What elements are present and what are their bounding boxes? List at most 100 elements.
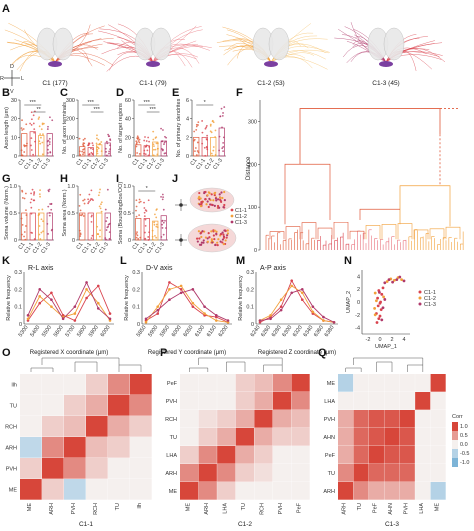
- scatter-point: [387, 278, 391, 281]
- heatmap-cell: [235, 374, 254, 392]
- heatmap-cell: [108, 374, 130, 395]
- data-point: [154, 148, 157, 151]
- y-tick-label: 0.1: [14, 305, 22, 311]
- heatmap-cell: [291, 392, 310, 410]
- series-point: [300, 291, 304, 295]
- series-point: [38, 288, 42, 291]
- dendro-branch: [349, 230, 365, 240]
- data-point: [209, 124, 212, 127]
- y-tick-label: 4: [357, 274, 360, 280]
- scatter-point: [376, 296, 379, 300]
- dendro-branch: [429, 228, 445, 240]
- soma-point: [206, 237, 209, 240]
- data-point: [106, 142, 109, 145]
- data-point: [23, 235, 25, 238]
- heatmap-cell: [291, 410, 310, 428]
- legend-marker: [418, 302, 422, 306]
- soma-cluster: [146, 61, 160, 67]
- column-label: ARH: [204, 503, 210, 515]
- data-point: [105, 229, 108, 231]
- legend-title: Corr: [452, 414, 463, 420]
- soma-point: [222, 243, 225, 246]
- data-point: [135, 215, 138, 218]
- data-point: [164, 219, 166, 222]
- data-point: [81, 150, 84, 153]
- significance-label: ***: [144, 100, 151, 106]
- category-label: C1-3: [212, 158, 224, 171]
- data-point: [152, 154, 155, 157]
- dendro-branch: [317, 227, 333, 240]
- series-point: [38, 294, 42, 298]
- heatmap-cell: [198, 446, 217, 464]
- data-point: [105, 150, 107, 153]
- heatmap-cell: [353, 392, 369, 410]
- data-point: [143, 139, 146, 142]
- row-label: ARH: [165, 471, 177, 477]
- row-label: ME: [169, 489, 178, 495]
- heatmap-cell: [272, 392, 292, 410]
- heatmap-cell: [42, 458, 64, 479]
- data-point: [193, 130, 196, 133]
- data-point: [154, 234, 156, 237]
- series-point: [332, 320, 336, 324]
- data-point: [89, 199, 92, 202]
- category-label: C1-3: [154, 158, 166, 171]
- column-label: PeF: [373, 502, 379, 513]
- category-label: C1-3: [98, 158, 110, 171]
- data-point: [48, 143, 51, 146]
- dendro-branch: [285, 226, 301, 240]
- data-point: [135, 232, 138, 235]
- y-tick-label: 0.3: [246, 270, 254, 276]
- data-point: [32, 153, 34, 156]
- compass-l: L: [21, 76, 24, 82]
- heatmap-cell: [368, 428, 384, 446]
- scatter-point: [378, 291, 381, 294]
- heatmap-cell: [291, 446, 310, 464]
- data-point: [99, 142, 101, 145]
- series-line: [27, 285, 111, 322]
- column-label: RCH: [260, 503, 266, 515]
- heatmap-cell: [130, 395, 152, 416]
- bar: [143, 218, 150, 241]
- y-tick-label: 10: [11, 135, 17, 141]
- data-point: [137, 238, 140, 240]
- heatmap-cell: [42, 479, 64, 500]
- y-tick-label: 100: [248, 205, 257, 211]
- data-point: [48, 141, 51, 143]
- legend-marker: [418, 296, 422, 300]
- soma-point: [215, 230, 218, 233]
- column-label: PeF: [297, 502, 303, 513]
- heatmap-cell: [254, 428, 273, 446]
- data-point: [135, 209, 137, 212]
- scatter-point: [377, 317, 381, 321]
- series-line: [27, 288, 111, 321]
- series-point: [322, 315, 325, 319]
- x-tick-label: 6300: [281, 325, 293, 338]
- y-tick-label: 0.3: [14, 270, 22, 276]
- heatmap-cell: [384, 446, 400, 464]
- y-tick-label: 0.5: [123, 211, 131, 217]
- y-tick-label: 1.0: [9, 184, 17, 190]
- heatmap-cell: [384, 464, 400, 482]
- series-point: [144, 320, 148, 324]
- data-point: [147, 239, 150, 241]
- heatmap-cell: [254, 482, 273, 500]
- y-axis-label: Axon length (μm): [4, 107, 10, 149]
- category-label: C1-1: [195, 158, 207, 171]
- series-line: [259, 285, 335, 323]
- category-label: C1-1: [81, 158, 93, 171]
- data-point: [100, 201, 103, 204]
- data-point: [90, 189, 93, 192]
- soma-point: [224, 239, 227, 242]
- x-tick-label: 5800: [76, 325, 88, 338]
- dendro-branch: [301, 222, 317, 240]
- soma-point: [216, 204, 220, 208]
- series-point: [311, 310, 315, 314]
- data-point: [165, 227, 167, 229]
- y-axis-label: Soma volume (Norm.): [4, 186, 10, 240]
- data-point: [90, 147, 92, 150]
- heatmap-cell: [291, 482, 310, 500]
- data-point: [83, 198, 86, 201]
